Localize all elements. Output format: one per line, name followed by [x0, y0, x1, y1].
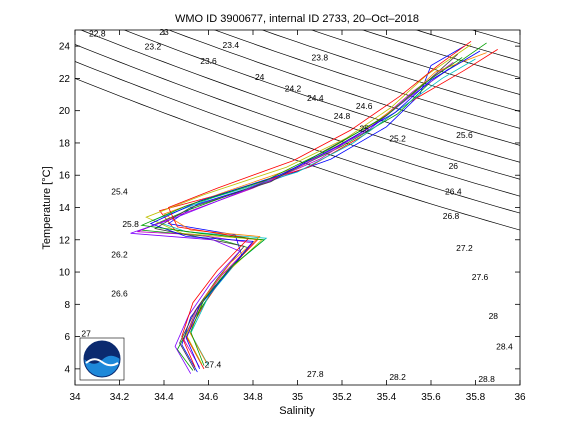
y-tick-label: 14 [59, 203, 71, 214]
ts-profile-line [167, 40, 472, 368]
density-contour-label: 26 [449, 161, 459, 171]
x-tick-label: 35 [292, 392, 304, 403]
x-tick-label: 34 [69, 392, 81, 403]
density-contour-line [213, 30, 520, 129]
density-contour-label: 28 [489, 311, 499, 321]
density-contour-label: 23.6 [200, 56, 217, 66]
density-contour-line [415, 30, 520, 62]
chart-title: WMO ID 3900677, internal ID 2733, 20–Oct… [175, 13, 419, 25]
density-contour-label: 22.8 [89, 29, 106, 39]
x-tick-label: 35.2 [332, 392, 352, 403]
density-contour-line [80, 30, 520, 180]
x-axis-ticks: 34 34.2 34.4 34.6 34.8 35 35.2 35.4 35.6 35.8 36 [69, 30, 526, 403]
density-contour-label: 26.2 [111, 250, 128, 260]
x-tick-label: 34.6 [199, 392, 219, 403]
density-contour-line [123, 30, 520, 163]
density-contour-label: 27.6 [472, 272, 489, 282]
x-tick-label: 34.2 [110, 392, 130, 403]
ts-profile-line [149, 50, 481, 370]
density-contours [75, 30, 520, 231]
y-tick-label: 8 [64, 300, 70, 311]
noaa-logo [79, 337, 125, 381]
density-contour-label: 27.4 [205, 359, 222, 369]
x-tick-label: 35.8 [466, 392, 486, 403]
density-contour-label: 28.4 [496, 342, 513, 352]
density-contour-label: 26.8 [443, 211, 460, 221]
density-contour-label: 27.8 [307, 369, 324, 379]
density-contour-label: 28.2 [389, 372, 406, 382]
x-tick-label: 35.4 [377, 392, 397, 403]
density-contour-label: 23.4 [223, 40, 240, 50]
density-contour-line [361, 30, 520, 78]
density-contour-line [261, 30, 520, 112]
x-axis-label: Salinity [279, 405, 315, 417]
density-contour-label: 24.2 [285, 83, 302, 93]
y-tick-label: 22 [59, 74, 71, 85]
density-contour-label: 28.8 [478, 374, 495, 384]
density-contour-line [75, 78, 520, 231]
density-contour-label: 25 [359, 124, 369, 134]
density-contour-label: 26.6 [111, 288, 128, 298]
density-contour-label: 25.4 [111, 187, 128, 197]
density-contour-label: 27.2 [456, 243, 473, 253]
y-tick-label: 10 [59, 268, 71, 279]
y-tick-label: 12 [59, 235, 71, 246]
ts-profile-line [140, 57, 463, 366]
x-tick-label: 34.8 [243, 392, 263, 403]
ts-profiles [130, 40, 498, 374]
y-tick-label: 6 [64, 332, 70, 343]
density-contour-line [75, 61, 520, 214]
y-tick-label: 20 [59, 106, 71, 117]
density-contour-label: 24.8 [334, 111, 351, 121]
density-contour-label: 25.8 [122, 219, 139, 229]
x-tick-label: 36 [514, 392, 526, 403]
y-tick-label: 18 [59, 138, 71, 149]
density-contour-label: 24.4 [307, 93, 324, 103]
x-tick-label: 34.4 [154, 392, 174, 403]
density-contour-line [310, 30, 520, 95]
y-tick-label: 4 [64, 364, 70, 375]
density-contour-label: 25.6 [456, 130, 473, 140]
density-contour-label: 25.2 [389, 133, 406, 143]
y-axis-label: Temperature [°C] [41, 166, 53, 249]
density-contour-label: 26.4 [445, 187, 462, 197]
x-tick-label: 35.6 [421, 392, 441, 403]
density-contour-label: 24 [255, 72, 265, 82]
plot-area [75, 30, 520, 385]
y-axis-ticks: 4 6 8 10 12 14 16 18 20 22 24 [59, 42, 520, 375]
density-contour-label: 27 [81, 329, 91, 339]
density-contour-label: 23.2 [145, 41, 162, 51]
density-contour-label: 23.8 [312, 53, 329, 63]
density-contour-line [75, 44, 520, 197]
y-tick-label: 16 [59, 171, 71, 182]
density-contour-line [167, 30, 520, 146]
y-tick-label: 24 [59, 42, 71, 53]
density-contour-label: 24.6 [356, 101, 373, 111]
